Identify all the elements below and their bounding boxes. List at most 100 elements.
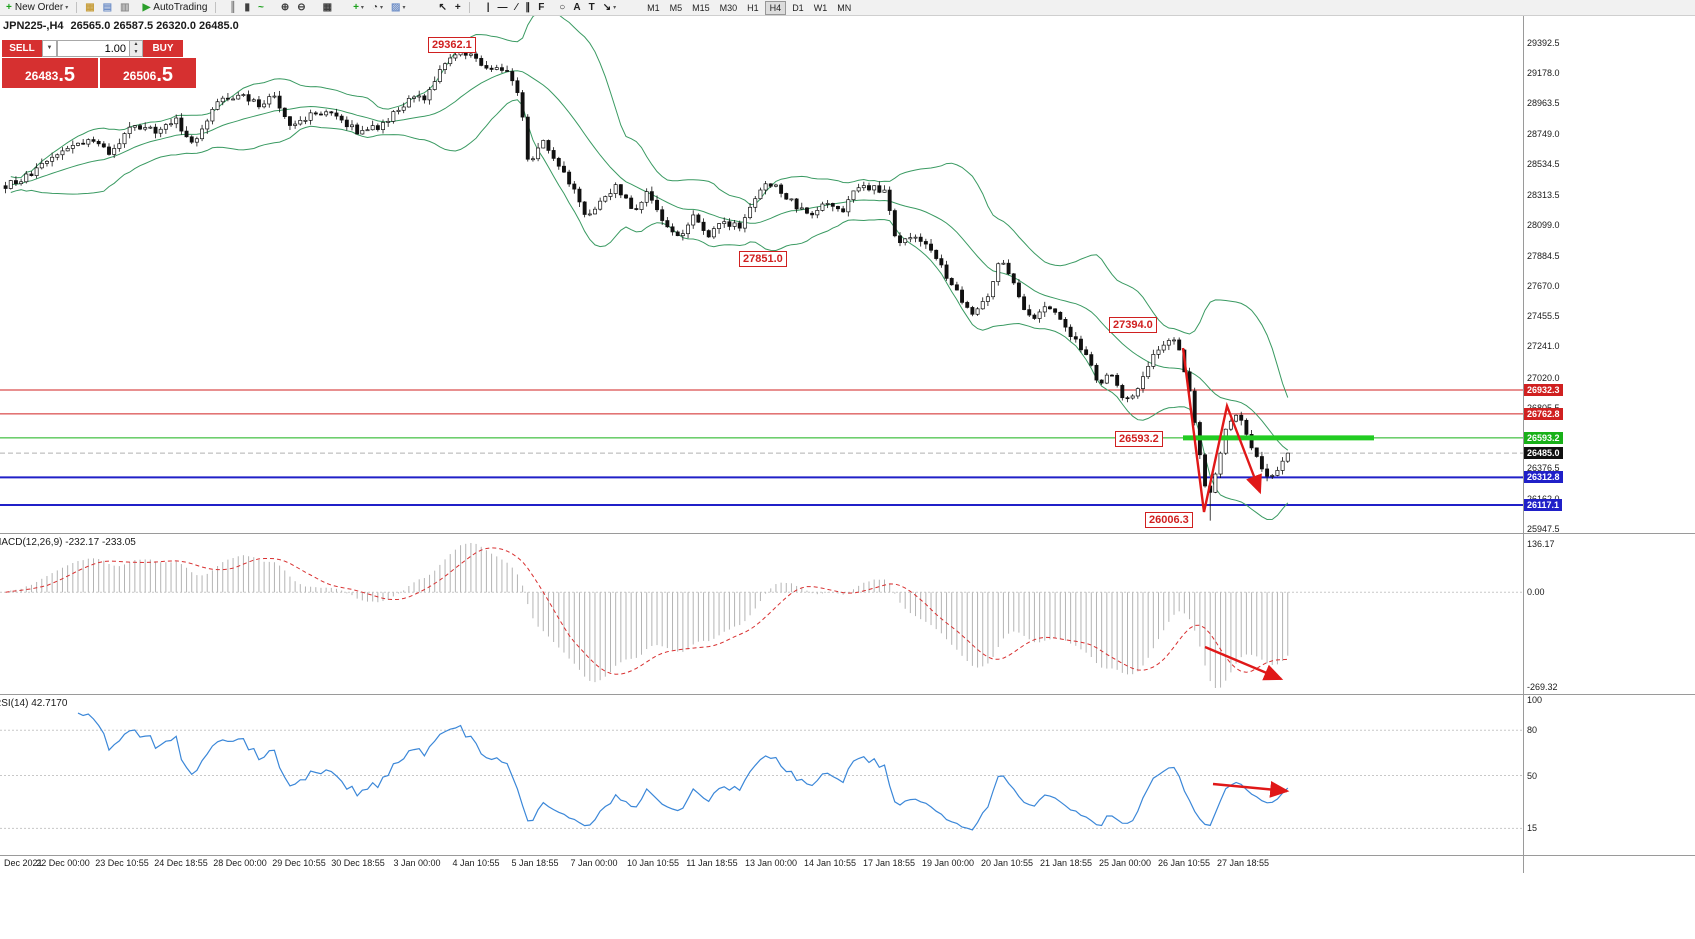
- fibonacci-icon[interactable]: F: [535, 1, 547, 15]
- candlestick-chart-icon[interactable]: ▮: [241, 1, 253, 15]
- price-marker-tag: 26117.1: [1524, 499, 1563, 512]
- buy-label-button[interactable]: BUY: [143, 40, 183, 57]
- templates-icon: ▨: [391, 1, 401, 13]
- symbol-period-label: JPN225-,H4: [3, 20, 64, 32]
- bar-chart-icon[interactable]: ║: [226, 1, 239, 15]
- periods-icon[interactable]: ◔ ▾: [369, 1, 386, 15]
- cursor-icon[interactable]: ↖: [435, 1, 449, 15]
- timeframe-button-m30[interactable]: M30: [719, 2, 738, 13]
- label-icon[interactable]: T: [586, 1, 598, 15]
- label-icon: T: [588, 1, 595, 13]
- toolbar-separator: [76, 2, 78, 13]
- macd-scale-min: -269.32: [1527, 682, 1558, 692]
- volume-spinner[interactable]: ▲ ▼: [130, 40, 143, 57]
- timeframe-button-w1[interactable]: W1: [813, 2, 828, 13]
- trendline-icon[interactable]: ∕: [513, 1, 521, 15]
- rsi-indicator-label: RSI(14) 42.7170: [0, 698, 68, 709]
- price-annotation-label[interactable]: 27394.0: [1109, 317, 1157, 333]
- text-icon[interactable]: A: [570, 1, 583, 15]
- price-annotation-label[interactable]: 26593.2: [1115, 431, 1163, 447]
- price-axis-tick: 29178.0: [1527, 68, 1560, 79]
- timeframe-button-m15[interactable]: M15: [692, 2, 710, 13]
- vertical-line-icon: |: [486, 1, 490, 13]
- profiles-icon[interactable]: ▤: [100, 1, 115, 15]
- price-axis-tick: 27020.0: [1527, 372, 1560, 383]
- time-axis-label: 4 Jan 10:55: [452, 858, 500, 868]
- time-axis-label: 19 Jan 00:00: [921, 858, 975, 868]
- arrows-icon[interactable]: ↘ ▾: [600, 1, 619, 15]
- vertical-line-icon[interactable]: |: [484, 1, 493, 15]
- indicators-icon[interactable]: + ▾: [350, 1, 367, 15]
- volume-input[interactable]: [57, 40, 130, 57]
- crosshair-icon[interactable]: +: [452, 1, 464, 15]
- timeframe-button-h4[interactable]: H4: [764, 0, 787, 15]
- toolbar-separator: [215, 2, 217, 13]
- time-axis-label: 17 Jan 18:55: [862, 858, 916, 868]
- horizontal-line-icon[interactable]: —: [495, 1, 511, 15]
- price-marker-tag: 26485.0: [1524, 447, 1563, 460]
- price-axis-tick: 27884.5: [1527, 250, 1560, 261]
- price-axis-tick: 25947.5: [1527, 523, 1560, 534]
- volume-down-icon[interactable]: ▼: [133, 48, 139, 55]
- line-chart-icon[interactable]: ~: [255, 1, 267, 15]
- rsi-level-label: 15: [1527, 823, 1538, 834]
- periods-icon: ◔: [371, 1, 378, 13]
- main-chart-panel: [0, 16, 1523, 521]
- timeframe-button-mn[interactable]: MN: [837, 2, 852, 13]
- price-axis-tick: 28534.5: [1527, 158, 1560, 169]
- trend-arrow: [1204, 645, 1284, 681]
- timeframe-button-h1[interactable]: H1: [747, 2, 759, 13]
- sell-label-button[interactable]: SELL: [2, 40, 42, 57]
- timeframe-button-m5[interactable]: M5: [669, 2, 683, 13]
- ellipse-icon[interactable]: ○: [556, 1, 568, 15]
- chevron-down-icon: ▾: [360, 5, 364, 11]
- toolbar-separator: [468, 2, 470, 13]
- indicators-icon: +: [353, 1, 359, 13]
- timeframe-button-m1[interactable]: M1: [647, 2, 660, 13]
- price-axis-tick: 27455.5: [1527, 311, 1560, 322]
- volume-up-icon[interactable]: ▲: [133, 41, 139, 47]
- time-axis-label: 20 Jan 10:55: [980, 858, 1034, 868]
- chart-ohlc-title: JPN225-,H4 26565.0 26587.5 26320.0 26485.…: [3, 20, 239, 32]
- templates-icon[interactable]: ▨ ▾: [388, 1, 408, 15]
- zoom-in-icon: ⊕: [280, 1, 290, 13]
- time-axis-label: 10 Jan 10:55: [626, 858, 680, 868]
- data-window-icon: ▥: [120, 1, 130, 13]
- zoom-out-icon[interactable]: ⊖: [294, 1, 308, 15]
- buy-price-main: 26506: [122, 69, 157, 83]
- new-order-button[interactable]: + New Order ▾: [3, 1, 71, 15]
- rsi-level-label: 80: [1527, 725, 1538, 736]
- volume-dropdown-button[interactable]: ▼: [42, 40, 57, 57]
- time-axis-label: 7 Jan 00:00: [570, 858, 618, 868]
- equidistant-channel-icon[interactable]: ∥: [522, 1, 533, 15]
- price-axis-tick: 27241.0: [1527, 341, 1560, 352]
- tile-windows-icon: ▦: [322, 1, 333, 13]
- timeframe-button-d1[interactable]: D1: [792, 2, 804, 13]
- price-marker-tag: 26593.2: [1524, 431, 1563, 444]
- time-axis-label: 22 Dec 00:00: [36, 858, 90, 868]
- time-axis-label: 30 Dec 18:55: [331, 858, 385, 868]
- price-annotation-label[interactable]: 29362.1: [428, 37, 476, 53]
- sell-price-fraction: .5: [58, 64, 76, 86]
- chevron-down-icon: ▾: [402, 5, 406, 11]
- rsi-panel: [0, 712, 1523, 831]
- time-axis-label: 13 Jan 00:00: [744, 858, 798, 868]
- price-annotation-label[interactable]: 26006.3: [1145, 512, 1193, 528]
- zoom-in-icon[interactable]: ⊕: [278, 1, 292, 15]
- time-axis-label: 28 Dec 00:00: [213, 858, 267, 868]
- sell-price-button[interactable]: 26483.5: [2, 58, 98, 88]
- buy-price-button[interactable]: 26506.5: [100, 58, 196, 88]
- price-annotation-label[interactable]: 27851.0: [739, 251, 787, 267]
- rsi-level-label: 50: [1527, 770, 1538, 781]
- time-axis-label: 5 Jan 18:55: [511, 858, 559, 868]
- data-window-icon[interactable]: ▥: [117, 1, 132, 15]
- ellipse-icon: ○: [559, 1, 566, 13]
- tile-windows-icon[interactable]: ▦: [320, 1, 335, 15]
- profiles-icon: ▤: [102, 1, 113, 13]
- charts-window-icon[interactable]: ▦: [82, 1, 97, 15]
- time-axis-label: 14 Jan 10:55: [803, 858, 857, 868]
- charts-window-icon: ▦: [85, 1, 95, 13]
- autotrading-button[interactable]: ▶ AutoTrading: [140, 1, 211, 15]
- price-axis-tick: 26162.0: [1527, 494, 1560, 504]
